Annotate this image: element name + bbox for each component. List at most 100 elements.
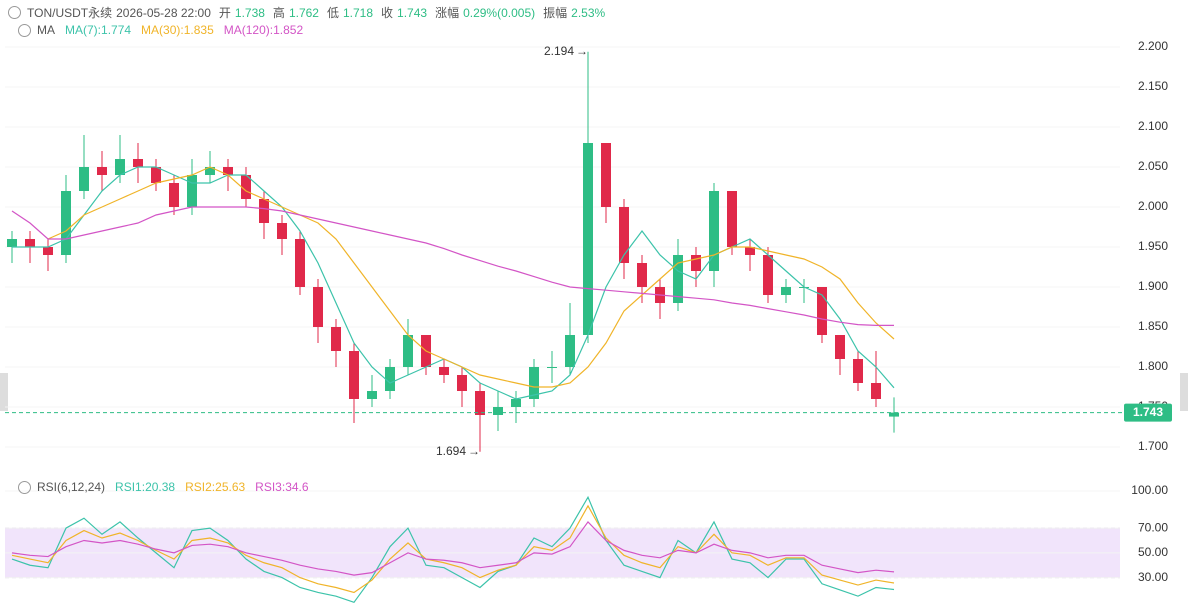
legend-sep: : xyxy=(211,480,216,494)
candle-body xyxy=(385,367,395,391)
candle-body xyxy=(763,255,773,295)
collapse-icon[interactable] xyxy=(8,6,21,19)
y-tick-label: 50.00 xyxy=(1138,545,1168,559)
candle-body xyxy=(835,335,845,359)
time: 2026-05-28 22:00 xyxy=(116,5,211,20)
field-label: 低 xyxy=(326,6,339,20)
legend-name: RSI3 xyxy=(255,480,282,494)
rsi-legend: RSI(6,12,24) RSI1:20.38 RSI2:25.63 RSI3:34.… xyxy=(18,480,315,494)
candle-body xyxy=(367,391,377,399)
candle-body xyxy=(403,335,413,367)
candle-body xyxy=(331,327,341,351)
y-tick-label: 2.200 xyxy=(1138,39,1168,53)
candle-body xyxy=(79,167,89,191)
candle-body xyxy=(61,191,71,255)
candle-body xyxy=(691,255,701,271)
legend-name: MA(120) xyxy=(223,23,270,37)
candle-body xyxy=(817,287,827,335)
candle-body xyxy=(727,191,737,247)
candle-body xyxy=(619,207,629,263)
candle-body xyxy=(871,383,881,399)
legend-name: MA(7) xyxy=(65,23,98,37)
y-tick-label: 1.700 xyxy=(1138,439,1168,453)
indicator-line xyxy=(11,206,894,326)
y-tick-label: 100.00 xyxy=(1131,483,1168,497)
candle-body xyxy=(169,183,179,207)
y-tick-label: 2.000 xyxy=(1138,199,1168,213)
field-value: 1.738 xyxy=(234,5,265,20)
legend-name: RSI1 xyxy=(115,480,142,494)
candle-body xyxy=(349,351,359,399)
candle-body xyxy=(439,367,449,375)
field-value: 1.762 xyxy=(288,5,319,20)
field-value: 1.718 xyxy=(342,5,374,20)
candle-body xyxy=(43,247,53,255)
min-arrow: → xyxy=(468,444,480,458)
candle-body xyxy=(637,263,647,287)
collapse-icon[interactable] xyxy=(18,23,31,37)
max-arrow: → xyxy=(576,44,588,58)
legend-value: 25.63 xyxy=(215,480,246,494)
candle-body xyxy=(241,175,251,199)
candle-body xyxy=(547,367,557,368)
last-price-tag xyxy=(1124,403,1172,422)
candle-body xyxy=(133,159,143,167)
y-tick-label: 1.850 xyxy=(1138,319,1168,333)
candle-body xyxy=(313,287,323,327)
field-value: 2.53% xyxy=(571,5,606,20)
legend-value: 20.38 xyxy=(145,480,176,494)
candle-body xyxy=(493,407,503,415)
legend-name: RSI2 xyxy=(185,480,212,494)
candle-body xyxy=(115,159,125,175)
y-tick-label: 1.900 xyxy=(1138,279,1168,293)
field-value: 1.743 xyxy=(397,5,428,20)
legend-sep: : xyxy=(141,480,146,494)
indicator-line xyxy=(47,166,895,388)
candle-body xyxy=(709,191,719,271)
field-value: 0.29%(0.005) xyxy=(463,5,536,20)
candle-body xyxy=(187,175,197,207)
candle-body xyxy=(745,247,755,255)
legend-sep: : xyxy=(97,23,102,37)
y-tick-label: 70.00 xyxy=(1138,520,1168,534)
indicator-line xyxy=(12,166,895,400)
candle-body xyxy=(259,199,269,223)
ma-legend: MA MA(7):1.774 MA(30):1.835 MA(120):1.852 xyxy=(18,23,309,37)
max-label: 2.194 xyxy=(544,44,574,58)
candle-body xyxy=(565,335,575,367)
indicator-line xyxy=(11,495,895,604)
indicator-line xyxy=(11,504,895,594)
candle-body xyxy=(511,399,521,407)
y-tick-label: 30.00 xyxy=(1138,570,1168,584)
legend-sep: : xyxy=(180,23,184,37)
candle-body xyxy=(205,167,215,175)
y-tick-label: 1.800 xyxy=(1138,359,1168,373)
candle-body xyxy=(7,239,17,247)
legend-sep: : xyxy=(281,480,286,494)
indicator-name: RSI(6,12,24) xyxy=(37,480,106,494)
scroll-right[interactable] xyxy=(1180,373,1188,411)
candle-body xyxy=(853,359,863,383)
candle-body xyxy=(601,143,611,207)
legend-value: 1.835 xyxy=(183,23,214,37)
candle-body xyxy=(475,391,485,415)
candle-body xyxy=(223,167,233,175)
field-label: 振幅 xyxy=(543,6,568,20)
y-tick-label: 2.100 xyxy=(1138,119,1168,133)
candle-body xyxy=(151,167,161,183)
field-label: 涨幅 xyxy=(435,6,460,20)
header: TON/USDT永续 2026-05-28 22:00 开 1.738 高 1.762 低 1… xyxy=(8,4,609,21)
scroll-left[interactable] xyxy=(0,373,8,411)
symbol: TON/USDT永续 xyxy=(27,6,113,20)
candle-body xyxy=(295,239,305,287)
candle-body xyxy=(781,287,791,295)
legend-name: MA(30) xyxy=(141,23,181,37)
candle-body xyxy=(673,255,683,303)
candle-body xyxy=(25,239,35,247)
candle-body xyxy=(889,412,899,417)
candle-body xyxy=(529,367,539,399)
field-label: 收 xyxy=(381,6,394,20)
collapse-icon[interactable] xyxy=(18,480,31,494)
y-tick-label: 2.150 xyxy=(1138,79,1168,93)
